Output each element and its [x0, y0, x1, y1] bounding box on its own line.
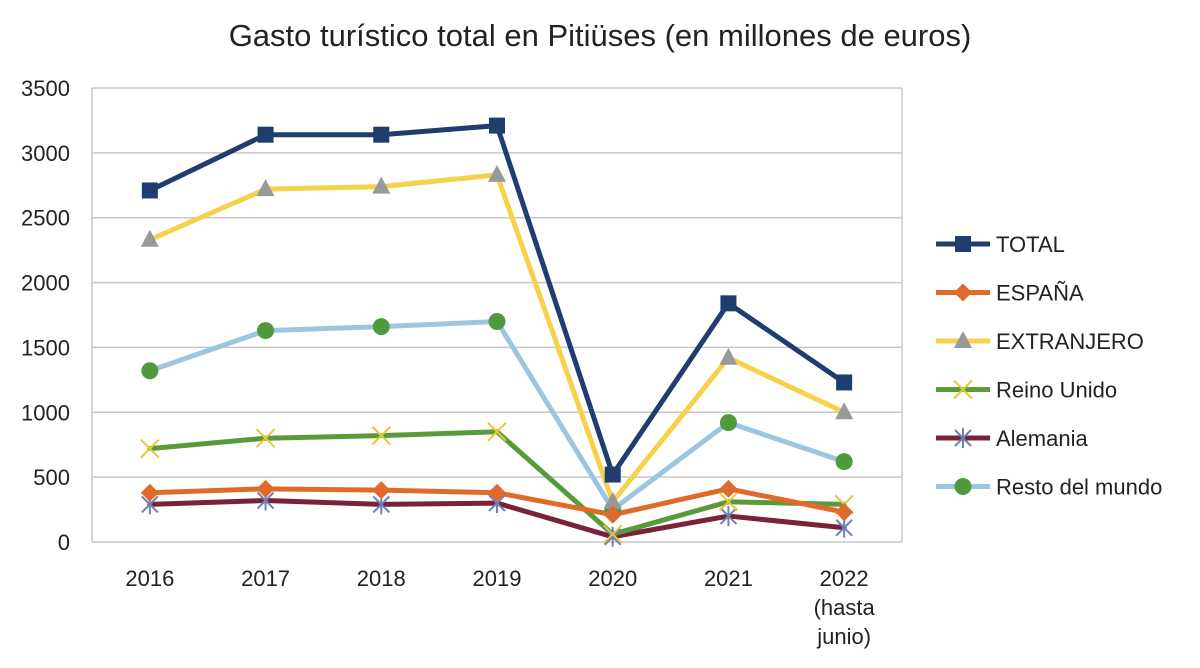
- data-point: [488, 483, 506, 502]
- legend-marker: [955, 236, 971, 252]
- legend: TOTAL ESPAÑA EXTRANJERO Reino Unido Alemania…: [936, 232, 1162, 500]
- legend-item: EXTRANJERO: [936, 329, 1144, 354]
- legend-label: TOTAL: [996, 232, 1065, 257]
- data-point: [141, 362, 159, 380]
- data-point: [140, 438, 160, 459]
- x-tick-label-line: junio): [816, 624, 871, 649]
- series-markers: [140, 117, 854, 547]
- x-tick-label-line: 2018: [357, 566, 406, 591]
- data-point: [372, 318, 390, 336]
- legend-item: Alemania: [936, 426, 1088, 451]
- y-axis-ticks: 0 500 1000 1500 2000 2500 3000 3500: [21, 76, 70, 555]
- x-tick-label-line: 2021: [704, 566, 753, 591]
- legend-label: EXTRANJERO: [996, 329, 1144, 354]
- x-tick-label: 2019: [473, 566, 522, 591]
- x-tick-label-line: 2022: [820, 566, 869, 591]
- data-point: [372, 481, 391, 500]
- data-point: [719, 347, 738, 365]
- y-tick-label: 3000: [21, 141, 70, 166]
- data-point: [719, 506, 738, 527]
- x-tick-label: 2016: [125, 566, 174, 591]
- x-axis-ticks: 2016 2017 2018 2019 2020 2021 2022 (hasta junio): [125, 566, 875, 649]
- data-point: [604, 466, 621, 483]
- series-line: [147, 318, 847, 513]
- data-point: [604, 526, 622, 547]
- legend-marker: [954, 331, 972, 348]
- data-point: [835, 453, 853, 471]
- x-tick-label-line: 2016: [125, 566, 174, 591]
- y-tick-label: 1000: [21, 400, 70, 425]
- legend-item: Resto del mundo: [936, 475, 1162, 500]
- data-point: [489, 117, 505, 134]
- legend-marker: [954, 428, 972, 448]
- legend-marker: [953, 379, 973, 400]
- y-tick-label: 1500: [21, 335, 70, 360]
- legend-label: Alemania: [996, 426, 1088, 451]
- x-tick-label-line: 2017: [241, 566, 290, 591]
- x-tick-label: 2022 (hasta junio): [814, 566, 876, 649]
- data-point: [373, 126, 390, 143]
- data-point: [257, 322, 275, 340]
- x-tick-label-line: (hasta: [814, 595, 876, 620]
- data-point: [835, 503, 854, 522]
- y-tick-label: 2000: [21, 271, 70, 296]
- x-tick-label-line: 2019: [473, 566, 522, 591]
- data-point: [718, 492, 739, 512]
- y-tick-label: 2500: [21, 206, 70, 231]
- data-point: [836, 374, 853, 391]
- data-point: [256, 479, 275, 498]
- data-point: [140, 483, 159, 502]
- y-tick-label: 0: [58, 530, 70, 555]
- data-point: [720, 295, 737, 312]
- data-point: [719, 479, 738, 498]
- legend-item: ESPAÑA: [936, 281, 1084, 306]
- x-tick-label: 2020: [588, 566, 637, 591]
- data-point: [371, 425, 391, 446]
- legend-marker: [954, 283, 972, 302]
- data-point: [488, 164, 506, 182]
- data-point: [835, 402, 854, 420]
- series-line: [147, 172, 847, 505]
- data-point: [372, 176, 391, 194]
- y-tick-label: 3500: [21, 76, 70, 101]
- legend-item: TOTAL: [936, 232, 1065, 257]
- legend-label: Reino Unido: [996, 378, 1117, 403]
- data-point: [603, 491, 622, 509]
- legend-label: ESPAÑA: [996, 281, 1084, 306]
- legend-label: Resto del mundo: [996, 475, 1162, 500]
- data-point: [255, 428, 276, 448]
- legend-item: Reino Unido: [936, 378, 1117, 403]
- y-tick-label: 500: [33, 465, 70, 490]
- x-tick-label: 2018: [357, 566, 406, 591]
- x-tick-label-line: 2020: [588, 566, 637, 591]
- legend-marker: [954, 478, 972, 495]
- data-point: [488, 312, 506, 330]
- series-lines: [147, 123, 847, 540]
- data-point: [256, 179, 275, 197]
- data-point: [603, 505, 622, 524]
- data-point: [141, 182, 158, 199]
- data-point: [140, 229, 159, 247]
- x-tick-label: 2021: [704, 566, 753, 591]
- x-tick-label: 2017: [241, 566, 290, 591]
- data-point: [257, 126, 274, 143]
- data-point: [487, 422, 507, 442]
- data-point: [719, 414, 737, 432]
- chart-title: Gasto turístico total en Pitiüses (en mi…: [229, 18, 972, 53]
- data-point: [603, 524, 623, 544]
